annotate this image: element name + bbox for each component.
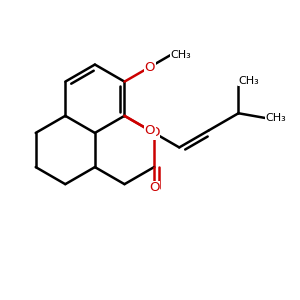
Text: O: O (149, 126, 159, 140)
Text: O: O (144, 61, 155, 74)
Text: CH₃: CH₃ (170, 50, 191, 60)
Text: O: O (149, 182, 159, 194)
Text: CH₃: CH₃ (266, 113, 286, 123)
Text: CH₃: CH₃ (238, 76, 259, 86)
Text: O: O (144, 124, 155, 137)
